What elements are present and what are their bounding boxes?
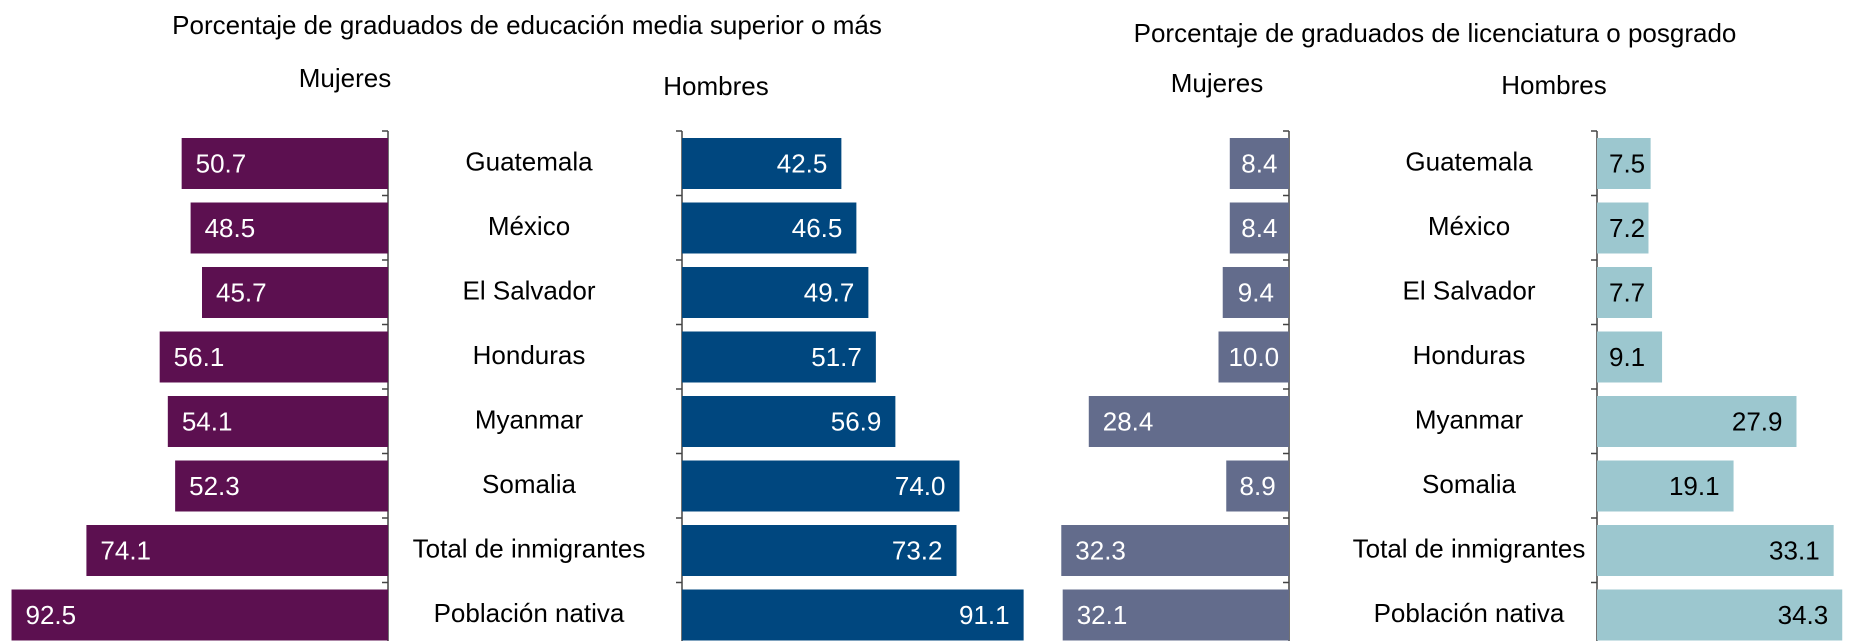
value-label: 9.1 bbox=[1609, 342, 1645, 372]
bar bbox=[1222, 267, 1289, 318]
value-label: 27.9 bbox=[1732, 406, 1783, 436]
bar bbox=[1229, 202, 1289, 254]
value-label: 8.4 bbox=[1241, 148, 1277, 178]
value-label: 73.2 bbox=[892, 535, 943, 565]
bar bbox=[682, 202, 857, 254]
bar bbox=[1597, 525, 1834, 576]
bar bbox=[682, 525, 957, 576]
value-label: 7.5 bbox=[1609, 148, 1645, 178]
category-label: Myanmar bbox=[1415, 404, 1524, 434]
value-label: 51.7 bbox=[811, 342, 862, 372]
value-label: 56.9 bbox=[831, 406, 882, 436]
value-label: 8.4 bbox=[1241, 213, 1277, 243]
bar bbox=[86, 525, 389, 576]
bar bbox=[1597, 267, 1653, 318]
value-label: 32.3 bbox=[1075, 535, 1126, 565]
category-label: Población nativa bbox=[1374, 598, 1565, 628]
bar bbox=[1597, 138, 1651, 189]
category-label: Total de inmigrantes bbox=[1353, 533, 1586, 563]
value-label: 54.1 bbox=[182, 406, 233, 436]
category-label: Población nativa bbox=[434, 598, 625, 628]
category-label: El Salvador bbox=[463, 275, 596, 305]
bar bbox=[1597, 202, 1649, 254]
value-label: 8.9 bbox=[1240, 471, 1276, 501]
category-label: Myanmar bbox=[475, 404, 584, 434]
value-label: 7.7 bbox=[1609, 277, 1645, 307]
bar bbox=[1226, 460, 1289, 512]
bar bbox=[682, 331, 876, 383]
legend-label: Mujeres bbox=[1171, 68, 1263, 98]
bar bbox=[159, 331, 388, 383]
value-label: 33.1 bbox=[1769, 535, 1820, 565]
legend-label: Mujeres bbox=[299, 63, 391, 93]
chart-title: Porcentaje de graduados de educación med… bbox=[172, 10, 882, 40]
value-label: 42.5 bbox=[777, 148, 828, 178]
value-label: 56.1 bbox=[174, 342, 225, 372]
category-label: Guatemala bbox=[465, 146, 593, 176]
category-label: Honduras bbox=[1413, 340, 1526, 370]
bar bbox=[682, 138, 842, 189]
value-label: 45.7 bbox=[216, 277, 267, 307]
bar bbox=[181, 138, 388, 189]
bar bbox=[682, 396, 896, 447]
bar bbox=[1229, 138, 1289, 189]
category-label: Total de inmigrantes bbox=[413, 533, 646, 563]
value-label: 52.3 bbox=[189, 471, 240, 501]
value-label: 92.5 bbox=[26, 600, 77, 630]
category-label: Honduras bbox=[473, 340, 586, 370]
bar bbox=[682, 267, 869, 318]
value-label: 91.1 bbox=[959, 600, 1010, 630]
bar bbox=[167, 396, 388, 447]
bar bbox=[1597, 396, 1797, 447]
bar bbox=[190, 202, 388, 254]
bar bbox=[1597, 331, 1663, 383]
category-label: Somalia bbox=[1422, 469, 1516, 499]
bar bbox=[1597, 589, 1843, 641]
bar bbox=[202, 267, 388, 318]
value-label: 19.1 bbox=[1669, 471, 1720, 501]
value-label: 34.3 bbox=[1778, 600, 1829, 630]
category-label: Somalia bbox=[482, 469, 576, 499]
category-label: El Salvador bbox=[1403, 275, 1536, 305]
value-label: 9.4 bbox=[1238, 277, 1274, 307]
value-label: 74.0 bbox=[895, 471, 946, 501]
bar bbox=[682, 589, 1024, 641]
value-label: 7.2 bbox=[1609, 213, 1645, 243]
value-label: 32.1 bbox=[1077, 600, 1128, 630]
value-label: 50.7 bbox=[196, 148, 247, 178]
bar bbox=[1061, 525, 1289, 576]
value-label: 48.5 bbox=[205, 213, 256, 243]
bar bbox=[1088, 396, 1289, 447]
bar bbox=[11, 589, 389, 641]
bar bbox=[175, 460, 388, 512]
value-label: 46.5 bbox=[792, 213, 843, 243]
value-label: 28.4 bbox=[1103, 406, 1154, 436]
legend-label: Hombres bbox=[1501, 70, 1606, 100]
category-label: México bbox=[1428, 211, 1510, 241]
bar bbox=[1597, 460, 1734, 512]
value-label: 10.0 bbox=[1228, 342, 1279, 372]
bar bbox=[1062, 589, 1289, 641]
bar bbox=[682, 460, 960, 512]
value-label: 74.1 bbox=[100, 535, 151, 565]
category-label: México bbox=[488, 211, 570, 241]
chart-title: Porcentaje de graduados de licenciatura … bbox=[1134, 18, 1737, 48]
legend-label: Hombres bbox=[663, 71, 768, 101]
category-label: Guatemala bbox=[1405, 146, 1533, 176]
bar bbox=[1218, 331, 1289, 383]
value-label: 49.7 bbox=[804, 277, 855, 307]
